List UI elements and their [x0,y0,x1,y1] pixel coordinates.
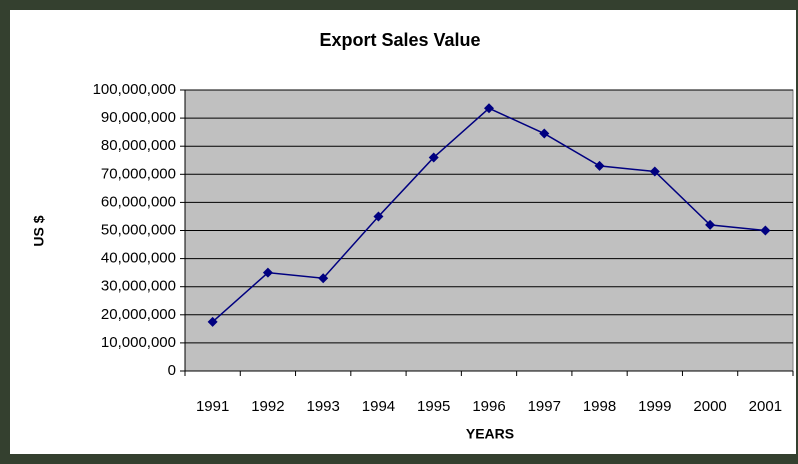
data-point [484,103,494,114]
y-tick-label: 70,000,000 [101,165,176,182]
x-tick-label: 2001 [749,398,782,415]
data-point [373,211,384,222]
chart-title: Export Sales Value [319,30,480,50]
y-tick-label: 90,000,000 [101,109,176,126]
x-tick-label: 1993 [306,398,339,415]
y-tick-label: 40,000,000 [101,250,176,267]
x-axis-label: YEARS [466,426,514,442]
x-tick-label: 1991 [196,398,229,415]
y-tick-label: 20,000,000 [101,306,176,323]
data-point [428,152,439,163]
y-tick-label: 50,000,000 [101,221,176,238]
x-tick-label: 2000 [693,398,726,415]
data-point [594,160,605,171]
y-tick-label: 10,000,000 [101,334,176,351]
data-point [649,166,660,177]
y-tick-label: 0 [168,362,176,379]
data-point [760,225,771,236]
data-point [705,219,716,230]
y-tick-label: 80,000,000 [101,137,176,154]
x-tick-label: 1998 [583,398,616,415]
x-tick-label: 1996 [472,398,505,415]
y-tick-label: 60,000,000 [101,193,176,210]
y-tick-label: 100,000,000 [93,81,176,98]
data-point [539,128,550,139]
y-axis-label: US $ [31,215,47,246]
x-tick-label: 1994 [362,398,395,415]
x-tick-label: 1997 [528,398,561,415]
y-tick-label: 30,000,000 [101,278,176,295]
x-tick-label: 1992 [251,398,284,415]
data-point [318,273,329,284]
x-tick-label: 1999 [638,398,671,415]
data-point [207,316,218,327]
data-point [262,267,273,278]
x-tick-label: 1995 [417,398,450,415]
